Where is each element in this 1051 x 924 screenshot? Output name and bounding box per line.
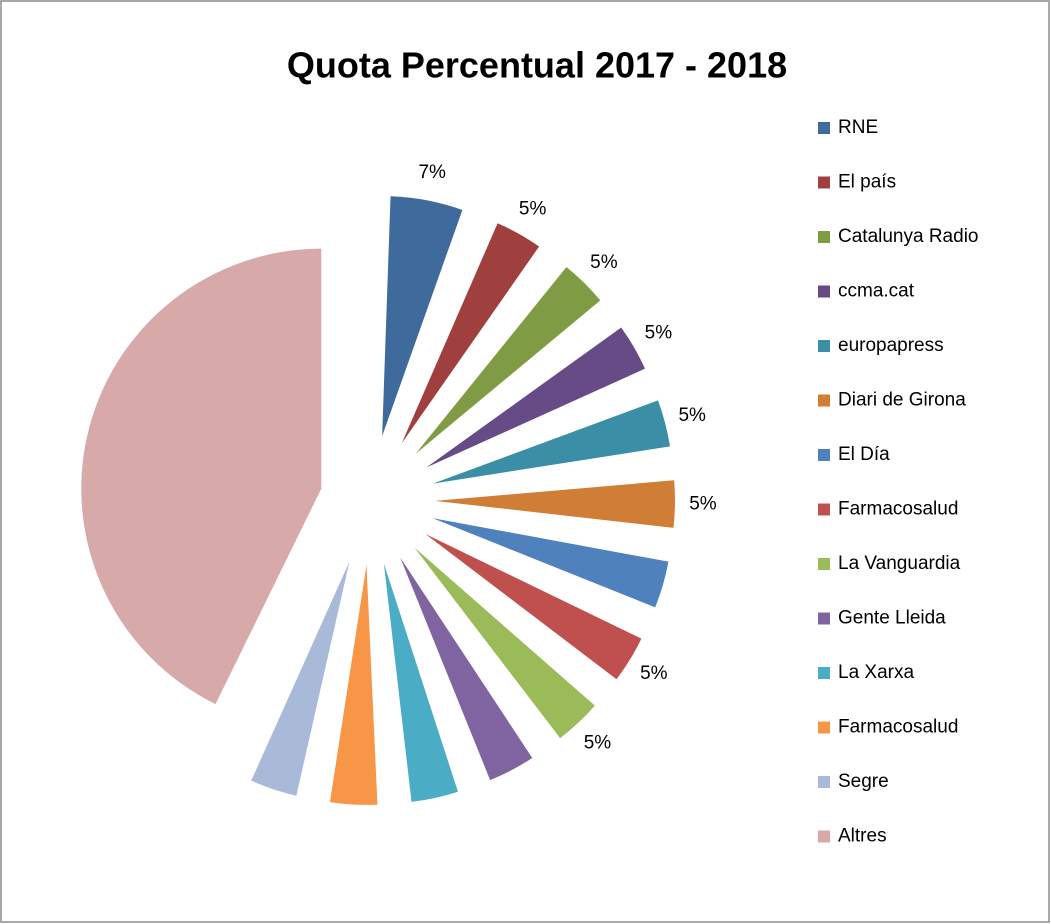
legend-label: Segre: [838, 771, 889, 792]
data-label: 5%: [640, 663, 668, 684]
legend-label: La Xarxa: [838, 662, 914, 683]
pie-slice: [432, 518, 669, 608]
legend-swatch: [818, 558, 830, 570]
legend-label: Farmacosalud: [838, 717, 958, 738]
legend-swatch: [818, 122, 830, 134]
legend-swatch: [818, 776, 830, 788]
pie-slice: [382, 196, 463, 437]
legend-swatch: [818, 667, 830, 679]
legend-swatch: [818, 503, 830, 516]
legend-swatch: [818, 830, 830, 843]
pie-slice: [414, 547, 595, 739]
pie-slice: [383, 563, 458, 802]
legend-label: ccma.cat: [838, 281, 915, 302]
data-label: 5%: [590, 252, 618, 273]
legend-swatch: [818, 612, 830, 625]
legend-swatch: [818, 340, 830, 352]
legend-label: El Día: [838, 444, 890, 465]
chart-title: Quota Percentual 2017 - 2018: [287, 45, 787, 86]
pie-slice: [425, 533, 642, 680]
data-label: 5%: [689, 493, 717, 514]
legend-swatch: [818, 394, 830, 407]
pie-slice: [401, 223, 540, 444]
pie-slice: [415, 267, 601, 454]
legend-label: El país: [838, 172, 896, 193]
legend-swatch: [818, 231, 830, 243]
pie-slice: [432, 400, 670, 484]
legend-label: La Vanguardia: [838, 553, 961, 574]
legend-label: RNE: [838, 117, 878, 138]
pie-slice: [400, 557, 533, 781]
legend-label: europapress: [838, 335, 944, 356]
data-label: 5%: [584, 732, 612, 753]
pie-slice: [81, 248, 322, 705]
legend-swatch: [818, 449, 830, 461]
legend-label: Catalunya Radio: [838, 226, 978, 247]
pie-slice: [434, 480, 675, 528]
data-label: 5%: [519, 198, 547, 219]
legend-label: Altres: [838, 826, 887, 847]
legend-swatch: [818, 285, 830, 298]
legend-swatch: [818, 176, 830, 189]
data-label: 5%: [645, 323, 673, 344]
data-label: 7%: [418, 162, 446, 183]
legend-swatch: [818, 721, 830, 734]
pie-slice: [251, 561, 350, 796]
legend-label: Diari de Girona: [838, 390, 966, 411]
data-label: 5%: [678, 405, 706, 426]
pie-slice: [426, 327, 646, 468]
pie-slice: [329, 564, 378, 805]
legend-label: Gente Lleida: [838, 608, 946, 629]
legend-label: Farmacosalud: [838, 499, 958, 520]
